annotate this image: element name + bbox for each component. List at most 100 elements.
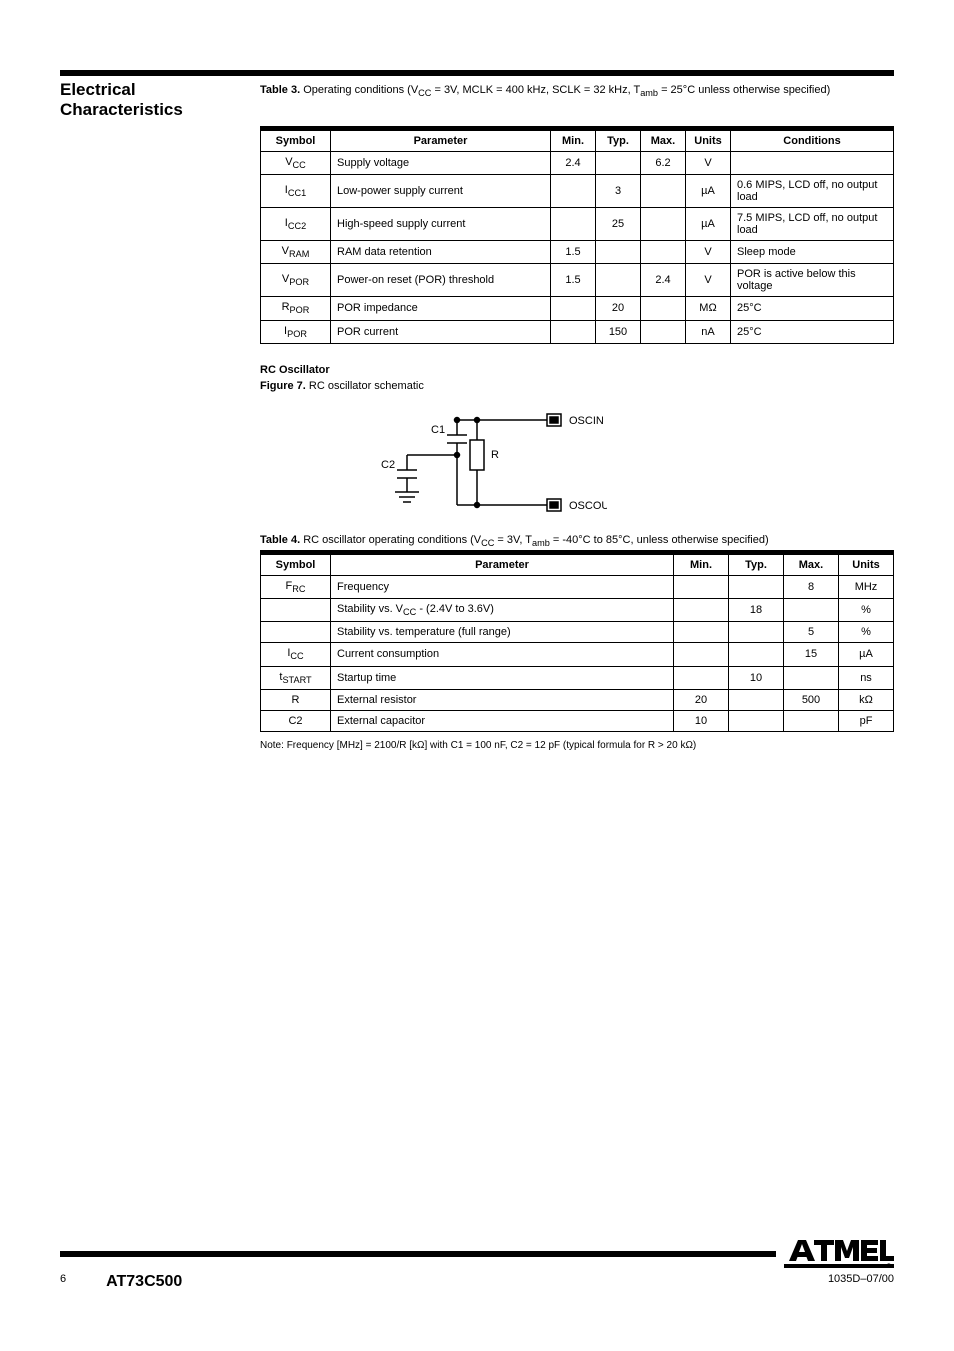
th-max: Max. — [641, 129, 686, 152]
cell-symbol: ICC1 — [261, 175, 331, 208]
cell-symbol: ICC2 — [261, 208, 331, 241]
cell-cond — [731, 152, 894, 175]
cell-symbol: RPOR — [261, 297, 331, 320]
cell-min — [674, 622, 729, 643]
cell-symbol: C2 — [261, 710, 331, 731]
cell-cond: 0.6 MIPS, LCD off, no output load — [731, 175, 894, 208]
cell-param: POR current — [331, 320, 551, 343]
t4-th-units: Units — [839, 552, 894, 575]
footnote-label: Note: — [260, 740, 284, 751]
svg-text:®: ® — [887, 1262, 891, 1268]
cell-units: µA — [686, 208, 731, 241]
t4-th-min: Min. — [674, 552, 729, 575]
cell-typ — [729, 622, 784, 643]
th-units: Units — [686, 129, 731, 152]
cell-param: POR impedance — [331, 297, 551, 320]
table4-caption-t2: = 3V, T — [494, 534, 532, 546]
table-row: IPORPOR current150nA25°C — [261, 320, 894, 343]
cell-max — [641, 241, 686, 264]
cell-symbol — [261, 622, 331, 643]
section-title: Electrical Characteristics — [60, 80, 260, 120]
table-row: ICC2High-speed supply current25µA7.5 MIP… — [261, 208, 894, 241]
rc-fig-label: Figure 7. — [260, 380, 306, 392]
cell-param: Low-power supply current — [331, 175, 551, 208]
cell-param: Current consumption — [331, 643, 674, 666]
t4-th-symbol: Symbol — [261, 552, 331, 575]
footnote-text: Frequency [MHz] = 2100/R [kΩ] with C1 = … — [287, 740, 697, 751]
table4-caption-t5: C, unless otherwise specified) — [623, 534, 769, 546]
table3-caption-sub1: CC — [418, 88, 431, 98]
table4-caption-sub2: amb — [532, 538, 550, 548]
cell-min — [674, 575, 729, 598]
th-typ: Typ. — [596, 129, 641, 152]
cell-param: Frequency — [331, 575, 674, 598]
table4-caption-t3: = -40 — [550, 534, 578, 546]
cell-param: Startup time — [331, 666, 674, 689]
cell-typ — [596, 241, 641, 264]
table-row: VCCSupply voltage2.46.2V — [261, 152, 894, 175]
cell-min: 10 — [674, 710, 729, 731]
t4-th-param: Parameter — [331, 552, 674, 575]
cell-units: µA — [686, 175, 731, 208]
footer-rule — [60, 1251, 776, 1257]
cell-units: MHz — [839, 575, 894, 598]
cell-min — [674, 599, 729, 622]
cell-cond: 25°C — [731, 297, 894, 320]
cell-units: nA — [686, 320, 731, 343]
cell-symbol: VPOR — [261, 264, 331, 297]
cell-param: External resistor — [331, 689, 674, 710]
cell-typ: 10 — [729, 666, 784, 689]
cell-units: % — [839, 599, 894, 622]
section-rule — [60, 70, 894, 76]
table-row: tSTARTStartup time10ns — [261, 666, 894, 689]
cell-typ — [729, 710, 784, 731]
cell-units: V — [686, 152, 731, 175]
cell-typ: 25 — [596, 208, 641, 241]
table4-header-row: Symbol Parameter Min. Typ. Max. Units — [261, 552, 894, 575]
table-row: Stability vs. VCC - (2.4V to 3.6V)18% — [261, 599, 894, 622]
table-row: RPORPOR impedance20MΩ25°C — [261, 297, 894, 320]
table3-caption: Table 3. Operating conditions (VCC = 3V,… — [260, 84, 894, 98]
cell-param: High-speed supply current — [331, 208, 551, 241]
label-r: R — [491, 449, 499, 461]
cell-max: 15 — [784, 643, 839, 666]
cell-symbol: FRC — [261, 575, 331, 598]
cell-max: 8 — [784, 575, 839, 598]
cell-units: % — [839, 622, 894, 643]
cell-cond: Sleep mode — [731, 241, 894, 264]
cell-param: Stability vs. VCC - (2.4V to 3.6V) — [331, 599, 674, 622]
table-row: VPORPower-on reset (POR) threshold1.52.4… — [261, 264, 894, 297]
cell-max: 5 — [784, 622, 839, 643]
table-row: Stability vs. temperature (full range)5% — [261, 622, 894, 643]
cell-typ — [729, 575, 784, 598]
th-param: Parameter — [331, 129, 551, 152]
table3-header-row: Symbol Parameter Min. Typ. Max. Units Co… — [261, 129, 894, 152]
rc-fig-caption: Figure 7. RC oscillator schematic — [260, 380, 894, 392]
cell-typ — [729, 643, 784, 666]
cell-max: 2.4 — [641, 264, 686, 297]
cell-min — [551, 320, 596, 343]
cell-max: 6.2 — [641, 152, 686, 175]
cell-units: V — [686, 264, 731, 297]
table-row: ICCCurrent consumption15µA — [261, 643, 894, 666]
cell-symbol: VRAM — [261, 241, 331, 264]
cell-typ — [596, 152, 641, 175]
table4-caption-t4: C to 85 — [583, 534, 618, 546]
cell-symbol: R — [261, 689, 331, 710]
cell-min — [674, 666, 729, 689]
cell-min — [551, 208, 596, 241]
cell-param: Supply voltage — [331, 152, 551, 175]
cell-max — [784, 599, 839, 622]
cell-cond: POR is active below this voltage — [731, 264, 894, 297]
cell-max — [641, 208, 686, 241]
cell-typ: 3 — [596, 175, 641, 208]
cell-units: V — [686, 241, 731, 264]
cell-param: Power-on reset (POR) threshold — [331, 264, 551, 297]
label-oscin: OSCIN — [569, 415, 604, 427]
table-row: VRAMRAM data retention1.5VSleep mode — [261, 241, 894, 264]
cell-min — [551, 297, 596, 320]
table3: Symbol Parameter Min. Typ. Max. Units Co… — [260, 126, 894, 344]
atmel-logo: ® — [784, 1240, 894, 1268]
t4-th-typ: Typ. — [729, 552, 784, 575]
table4-footnote: Note: Frequency [MHz] = 2100/R [kΩ] with… — [260, 740, 894, 751]
